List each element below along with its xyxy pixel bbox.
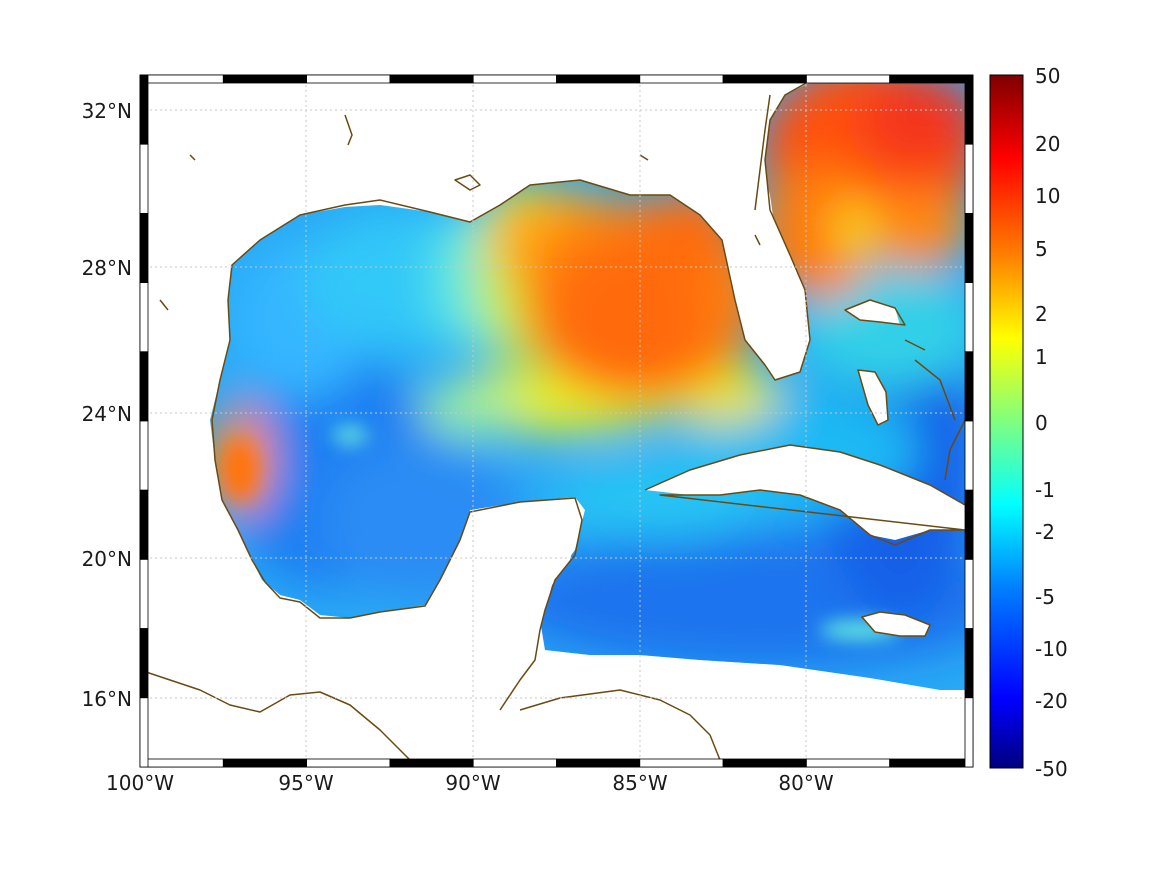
frame-segment xyxy=(639,74,724,84)
colorbar-label: -20 xyxy=(1035,689,1068,713)
atlantic-coastline xyxy=(754,94,771,211)
sea-field xyxy=(210,80,965,690)
colorbar-label: 2 xyxy=(1035,302,1048,326)
frame-segment xyxy=(722,758,807,768)
colorbar-label: -10 xyxy=(1035,637,1068,661)
hispaniola-coastline xyxy=(944,419,966,481)
frame-segment xyxy=(806,758,891,768)
frame-segment xyxy=(889,758,974,768)
frame-segment xyxy=(222,758,308,768)
frame-segment xyxy=(964,559,974,630)
lon-tick-label: 95°W xyxy=(278,771,333,795)
frame-segment xyxy=(139,282,149,353)
frame-segment xyxy=(964,628,974,699)
frame-segment xyxy=(389,74,474,84)
frame-segment xyxy=(964,697,974,768)
lon-tick-label: 90°W xyxy=(445,771,500,795)
frame-segment xyxy=(556,758,641,768)
frame-segment xyxy=(889,74,974,84)
colorbar-label: -2 xyxy=(1035,520,1055,544)
mexico-coastline xyxy=(264,497,583,711)
frame-segment xyxy=(139,74,149,145)
lat-tick-label: 24°N xyxy=(82,402,132,426)
frame-segment xyxy=(964,74,974,145)
jamaica-coastline xyxy=(861,611,931,637)
frame-segment xyxy=(139,559,149,630)
map-frame xyxy=(139,74,974,768)
colorbar-label: 50 xyxy=(1035,64,1060,88)
colorbar-label: 5 xyxy=(1035,237,1048,261)
lon-tick-label: 85°W xyxy=(612,771,667,795)
colorbar-label: -50 xyxy=(1035,757,1068,781)
colorbar-label: 0 xyxy=(1035,411,1048,435)
frame-segment xyxy=(306,758,391,768)
lat-tick-label: 32°N xyxy=(82,99,132,123)
frame-segment xyxy=(139,420,149,491)
frame-segment xyxy=(222,74,308,84)
frame-segment xyxy=(964,212,974,283)
frame-segment xyxy=(964,282,974,353)
coastlines xyxy=(139,77,966,768)
gridlines xyxy=(140,75,973,767)
frame-segment xyxy=(139,697,149,768)
lon-tick-label: 80°W xyxy=(778,771,833,795)
frame-segment xyxy=(389,758,474,768)
frame-segment xyxy=(639,758,724,768)
bahamas-coastline xyxy=(844,299,956,426)
colorbar: 50 20 10 5 2 1 0 -1 -2 -5 -10 -20 -50 xyxy=(989,64,1068,781)
gulf-coastline xyxy=(211,77,816,583)
colorbar-label: 20 xyxy=(1035,132,1060,156)
frame-segment xyxy=(306,74,391,84)
cuba-coastline xyxy=(644,444,966,546)
frame-segment xyxy=(139,489,149,560)
frame-segment xyxy=(722,74,807,84)
colorbar-label: -5 xyxy=(1035,585,1055,609)
colorbar-label: -1 xyxy=(1035,478,1055,502)
frame-segment xyxy=(964,351,974,422)
frame-segment xyxy=(964,143,974,214)
lat-tick-label: 16°N xyxy=(82,687,132,711)
land-masses xyxy=(420,82,965,690)
colorbar-labels: 50 20 10 5 2 1 0 -1 -2 -5 -10 -20 -50 xyxy=(1035,64,1068,781)
colorbar-gradient xyxy=(989,74,1024,769)
frame-segment xyxy=(139,758,224,768)
frame-segment xyxy=(139,74,224,84)
frame-segment xyxy=(556,74,641,84)
longitude-ticks: 100°W 95°W 90°W 85°W 80°W xyxy=(106,771,834,795)
lat-tick-label: 28°N xyxy=(82,256,132,280)
pacific-coastline xyxy=(139,669,426,768)
frame-segment xyxy=(139,143,149,214)
frame-segment xyxy=(964,420,974,491)
colorbar-label: 10 xyxy=(1035,184,1060,208)
frame-segment xyxy=(806,74,891,84)
frame-segment xyxy=(139,628,149,699)
frame-segment xyxy=(472,74,557,84)
lat-tick-label: 20°N xyxy=(82,547,132,571)
frame-segment xyxy=(139,351,149,422)
frame-segment xyxy=(472,758,557,768)
latitude-ticks: 32°N 28°N 24°N 20°N 16°N xyxy=(82,99,132,711)
colorbar-label: 1 xyxy=(1035,345,1048,369)
frame-segment xyxy=(964,489,974,560)
lon-tick-label: 100°W xyxy=(106,771,174,795)
frame-segment xyxy=(139,212,149,283)
